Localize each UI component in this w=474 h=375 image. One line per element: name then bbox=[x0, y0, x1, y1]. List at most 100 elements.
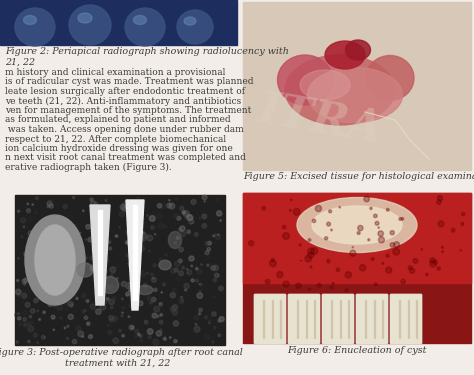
Circle shape bbox=[172, 304, 178, 310]
Circle shape bbox=[187, 270, 192, 275]
Ellipse shape bbox=[297, 198, 417, 252]
Circle shape bbox=[112, 297, 116, 300]
Bar bbox=[243, 193, 471, 343]
Circle shape bbox=[94, 202, 98, 206]
Circle shape bbox=[46, 297, 52, 303]
Bar bbox=[416, 300, 418, 338]
Circle shape bbox=[181, 297, 183, 301]
Bar bbox=[133, 205, 137, 300]
Circle shape bbox=[171, 268, 176, 273]
Circle shape bbox=[70, 241, 76, 247]
Ellipse shape bbox=[77, 263, 93, 277]
Circle shape bbox=[73, 196, 75, 199]
Circle shape bbox=[421, 249, 422, 250]
Circle shape bbox=[173, 310, 178, 315]
Circle shape bbox=[308, 248, 314, 254]
Circle shape bbox=[76, 266, 81, 270]
Circle shape bbox=[46, 268, 49, 271]
Circle shape bbox=[147, 328, 153, 334]
Circle shape bbox=[147, 235, 153, 241]
Circle shape bbox=[169, 200, 170, 201]
Circle shape bbox=[368, 239, 370, 241]
Circle shape bbox=[205, 316, 208, 320]
Circle shape bbox=[55, 248, 58, 250]
Circle shape bbox=[91, 201, 96, 207]
Circle shape bbox=[34, 254, 36, 256]
Circle shape bbox=[76, 297, 78, 300]
Circle shape bbox=[79, 263, 82, 266]
Circle shape bbox=[139, 237, 144, 241]
Circle shape bbox=[100, 297, 103, 301]
Circle shape bbox=[410, 268, 415, 273]
Circle shape bbox=[163, 284, 165, 286]
Circle shape bbox=[141, 235, 147, 241]
Circle shape bbox=[109, 299, 114, 305]
Circle shape bbox=[142, 223, 148, 228]
Circle shape bbox=[22, 279, 27, 284]
Circle shape bbox=[179, 247, 183, 252]
Circle shape bbox=[43, 230, 44, 231]
Circle shape bbox=[461, 222, 464, 225]
Circle shape bbox=[104, 270, 107, 273]
Circle shape bbox=[127, 254, 130, 257]
Circle shape bbox=[189, 219, 194, 224]
Circle shape bbox=[188, 219, 191, 223]
Circle shape bbox=[173, 288, 176, 292]
Circle shape bbox=[159, 320, 163, 324]
Circle shape bbox=[24, 323, 27, 327]
Circle shape bbox=[84, 256, 87, 259]
Circle shape bbox=[101, 290, 103, 292]
Circle shape bbox=[108, 285, 113, 290]
Circle shape bbox=[27, 203, 28, 205]
Circle shape bbox=[50, 282, 55, 287]
Circle shape bbox=[370, 207, 372, 210]
Circle shape bbox=[184, 284, 189, 288]
Circle shape bbox=[148, 251, 150, 252]
Circle shape bbox=[35, 238, 37, 242]
Circle shape bbox=[277, 272, 283, 278]
Circle shape bbox=[128, 263, 129, 264]
Circle shape bbox=[219, 286, 223, 291]
Circle shape bbox=[61, 246, 66, 250]
Bar bbox=[297, 300, 299, 338]
Circle shape bbox=[65, 308, 67, 309]
Circle shape bbox=[218, 275, 219, 276]
Circle shape bbox=[126, 242, 128, 244]
Circle shape bbox=[47, 205, 49, 207]
Circle shape bbox=[30, 309, 35, 313]
Circle shape bbox=[339, 207, 340, 208]
Ellipse shape bbox=[346, 40, 371, 60]
Circle shape bbox=[169, 203, 175, 209]
Circle shape bbox=[293, 209, 300, 215]
Circle shape bbox=[86, 300, 89, 302]
Circle shape bbox=[91, 206, 96, 211]
Circle shape bbox=[50, 266, 52, 268]
Circle shape bbox=[69, 294, 72, 297]
Circle shape bbox=[204, 334, 210, 340]
Circle shape bbox=[66, 273, 67, 274]
Circle shape bbox=[88, 237, 92, 242]
Text: respect to 21, 22. After complete biomechanical: respect to 21, 22. After complete biomec… bbox=[5, 135, 226, 144]
Circle shape bbox=[165, 226, 166, 228]
Circle shape bbox=[63, 274, 68, 279]
Circle shape bbox=[70, 304, 73, 307]
Circle shape bbox=[382, 262, 384, 264]
Text: m history and clinical examination a provisional: m history and clinical examination a pro… bbox=[5, 68, 225, 77]
Circle shape bbox=[110, 306, 113, 309]
Circle shape bbox=[199, 313, 201, 315]
FancyBboxPatch shape bbox=[390, 294, 422, 344]
Circle shape bbox=[110, 267, 116, 273]
Circle shape bbox=[137, 197, 138, 199]
Circle shape bbox=[390, 243, 395, 247]
Circle shape bbox=[158, 223, 164, 228]
Circle shape bbox=[42, 238, 44, 240]
Circle shape bbox=[134, 279, 139, 285]
Circle shape bbox=[47, 288, 53, 293]
Circle shape bbox=[35, 196, 38, 200]
Ellipse shape bbox=[312, 206, 402, 244]
Circle shape bbox=[62, 260, 65, 262]
Circle shape bbox=[22, 293, 27, 298]
Circle shape bbox=[84, 310, 86, 312]
Circle shape bbox=[28, 326, 34, 332]
Circle shape bbox=[63, 261, 67, 265]
